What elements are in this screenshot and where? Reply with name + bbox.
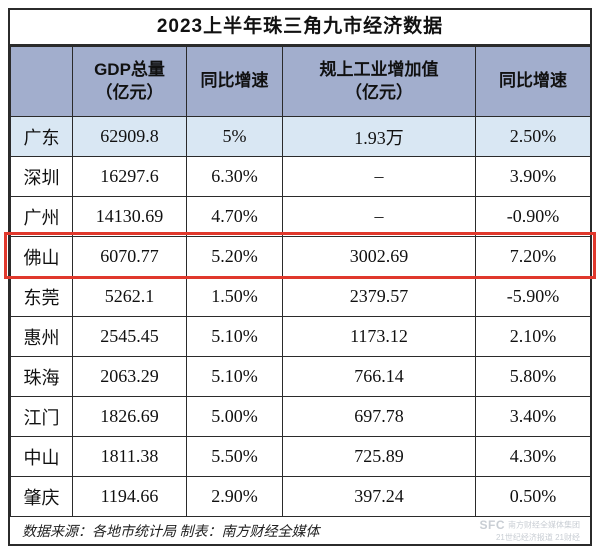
header-cell-industry: 规上工业增加值 （亿元） <box>282 46 476 117</box>
header-cell-gdp-yoy: 同比增速 <box>186 46 283 117</box>
gdp-yoy-value: 5.50% <box>186 436 283 477</box>
table-row-guangdong: 广东 62909.8 5% 1.93万 2.50% <box>10 116 591 157</box>
table-row-shenzhen: 深圳 16297.6 6.30% – 3.90% <box>10 156 591 197</box>
industry-value: 397.24 <box>282 476 476 517</box>
gdp-yoy-value: 5.10% <box>186 356 283 397</box>
table-row-guangzhou: 广州 14130.69 4.70% – -0.90% <box>10 196 591 237</box>
table-row-foshan: 佛山 6070.77 5.20% 3002.69 7.20% <box>10 236 591 277</box>
industry-value: 1.93万 <box>282 116 476 157</box>
city-label: 中山 <box>10 436 73 477</box>
table-row-dongguan: 东莞 5262.1 1.50% 2379.57 -5.90% <box>10 276 591 317</box>
industry-value: – <box>282 196 476 237</box>
city-label: 惠州 <box>10 316 73 357</box>
gdp-value: 2063.29 <box>72 356 187 397</box>
gdp-value: 2545.45 <box>72 316 187 357</box>
industry-yoy-value: 3.40% <box>475 396 591 437</box>
data-source-text: 数据来源：各地市统计局 制表：南方财经全媒体 <box>22 524 320 540</box>
infographic-frame: 2023上半年珠三角九市经济数据 GDP总量 （亿元） 同比增速 规上工业增加值… <box>8 8 592 546</box>
economic-data-table: GDP总量 （亿元） 同比增速 规上工业增加值 （亿元） 同比增速 广东 629… <box>10 46 591 517</box>
industry-yoy-value: 2.10% <box>475 316 591 357</box>
gdp-yoy-value: 5.10% <box>186 316 283 357</box>
industry-yoy-value: 4.30% <box>475 436 591 477</box>
city-label: 广东 <box>10 116 73 157</box>
industry-yoy-value: -0.90% <box>475 196 591 237</box>
gdp-yoy-value: 1.50% <box>186 276 283 317</box>
header-cell-industry-yoy: 同比增速 <box>475 46 591 117</box>
gdp-value: 1194.66 <box>72 476 187 517</box>
industry-value: 697.78 <box>282 396 476 437</box>
gdp-value: 1811.38 <box>72 436 187 477</box>
watermark-group-name: 南方财经全媒体集团 <box>508 520 580 530</box>
gdp-yoy-value: 5.20% <box>186 236 283 277</box>
table-row-zhongshan: 中山 1811.38 5.50% 725.89 4.30% <box>10 436 591 477</box>
page-title: 2023上半年珠三角九市经济数据 <box>10 10 590 46</box>
gdp-yoy-value: 4.70% <box>186 196 283 237</box>
industry-value: 1173.12 <box>282 316 476 357</box>
industry-yoy-value: -5.90% <box>475 276 591 317</box>
header-row: GDP总量 （亿元） 同比增速 规上工业增加值 （亿元） 同比增速 <box>10 46 591 117</box>
industry-value: 725.89 <box>282 436 476 477</box>
sfc-logo-text: SFC <box>479 518 505 532</box>
industry-yoy-value: 7.20% <box>475 236 591 277</box>
city-label: 深圳 <box>10 156 73 197</box>
gdp-yoy-value: 2.90% <box>186 476 283 517</box>
table-row-zhuhai: 珠海 2063.29 5.10% 766.14 5.80% <box>10 356 591 397</box>
industry-yoy-value: 3.90% <box>475 156 591 197</box>
industry-value: 766.14 <box>282 356 476 397</box>
gdp-value: 14130.69 <box>72 196 187 237</box>
city-label: 珠海 <box>10 356 73 397</box>
header-cell-gdp: GDP总量 （亿元） <box>72 46 187 117</box>
gdp-value: 1826.69 <box>72 396 187 437</box>
gdp-value: 6070.77 <box>72 236 187 277</box>
gdp-yoy-value: 5% <box>186 116 283 157</box>
table-row-zhaoqing: 肇庆 1194.66 2.90% 397.24 0.50% <box>10 476 591 517</box>
watermark-line-1: SFC 南方财经全媒体集团 <box>480 518 581 533</box>
industry-yoy-value: 2.50% <box>475 116 591 157</box>
industry-yoy-value: 5.80% <box>475 356 591 397</box>
watermark-line-2: 21世纪经济报道 21财经 <box>495 533 580 542</box>
table-row-jiangmen: 江门 1826.69 5.00% 697.78 3.40% <box>10 396 591 437</box>
city-label: 江门 <box>10 396 73 437</box>
gdp-yoy-value: 6.30% <box>186 156 283 197</box>
industry-value: 2379.57 <box>282 276 476 317</box>
table-row-huizhou: 惠州 2545.45 5.10% 1173.12 2.10% <box>10 316 591 357</box>
gdp-value: 5262.1 <box>72 276 187 317</box>
gdp-value: 16297.6 <box>72 156 187 197</box>
gdp-value: 62909.8 <box>72 116 187 157</box>
city-label: 佛山 <box>10 236 73 277</box>
footer: 数据来源：各地市统计局 制表：南方财经全媒体 SFC 南方财经全媒体集团 21世纪… <box>10 517 590 544</box>
industry-value: 3002.69 <box>282 236 476 277</box>
gdp-yoy-value: 5.00% <box>186 396 283 437</box>
industry-value: – <box>282 156 476 197</box>
city-label: 肇庆 <box>10 476 73 517</box>
industry-yoy-value: 0.50% <box>475 476 591 517</box>
city-label: 东莞 <box>10 276 73 317</box>
city-label: 广州 <box>10 196 73 237</box>
header-cell-city <box>10 46 73 117</box>
sfc-watermark: SFC 南方财经全媒体集团 21世纪经济报道 21财经 <box>480 518 581 543</box>
